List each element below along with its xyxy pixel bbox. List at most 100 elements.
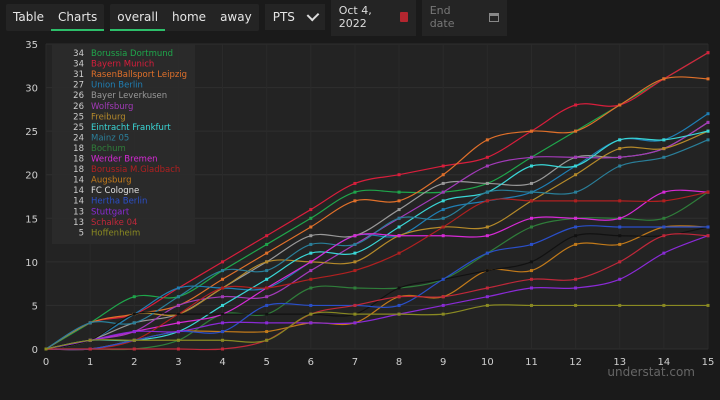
data-point[interactable] <box>662 234 666 238</box>
data-point[interactable] <box>706 234 710 238</box>
data-point[interactable] <box>618 164 622 168</box>
data-point[interactable] <box>441 190 445 194</box>
data-point[interactable] <box>574 242 578 246</box>
series-17[interactable] <box>44 303 710 351</box>
series-line[interactable] <box>45 225 708 351</box>
legend-label[interactable]: Bayern Munich <box>91 60 154 70</box>
data-point[interactable] <box>309 312 313 316</box>
legend-label[interactable]: Hertha Berlin <box>91 197 147 207</box>
data-point[interactable] <box>441 173 445 177</box>
data-point[interactable] <box>353 269 357 273</box>
data-point[interactable] <box>574 277 578 281</box>
data-point[interactable] <box>618 147 622 151</box>
data-point[interactable] <box>706 225 710 229</box>
series-line[interactable] <box>45 304 708 350</box>
legend-label[interactable]: Augsburg <box>91 176 132 186</box>
calendar-icon[interactable] <box>488 12 499 22</box>
series-line[interactable] <box>45 113 709 350</box>
data-point[interactable] <box>574 286 578 290</box>
data-point[interactable] <box>529 199 533 203</box>
start-date-field[interactable]: Oct 4, 2022 <box>330 0 416 36</box>
data-point[interactable] <box>397 173 401 177</box>
data-point[interactable] <box>441 303 445 307</box>
data-point[interactable] <box>309 321 313 325</box>
data-point[interactable] <box>441 234 445 238</box>
data-point[interactable] <box>485 251 489 255</box>
data-point[interactable] <box>353 181 357 185</box>
data-point[interactable] <box>441 199 445 203</box>
data-point[interactable] <box>441 164 445 168</box>
data-point[interactable] <box>618 155 622 159</box>
data-point[interactable] <box>574 155 578 159</box>
data-point[interactable] <box>397 234 401 238</box>
data-point[interactable] <box>88 321 92 325</box>
data-point[interactable] <box>309 216 313 220</box>
data-point[interactable] <box>265 321 269 325</box>
data-point[interactable] <box>529 190 533 194</box>
legend-label[interactable]: Schalke 04 <box>91 218 137 228</box>
data-point[interactable] <box>529 181 533 185</box>
data-point[interactable] <box>662 77 666 81</box>
legend-label[interactable]: Eintracht Frankfurt <box>91 123 171 133</box>
data-point[interactable] <box>574 173 578 177</box>
legend-label[interactable]: Union Berlin <box>91 81 143 91</box>
data-point[interactable] <box>309 234 313 238</box>
data-point[interactable] <box>221 330 225 334</box>
data-point[interactable] <box>397 199 401 203</box>
data-point[interactable] <box>662 251 666 255</box>
data-point[interactable] <box>176 338 180 342</box>
data-point[interactable] <box>662 190 666 194</box>
data-point[interactable] <box>441 225 445 229</box>
legend-label[interactable]: Stuttgart <box>91 207 130 217</box>
data-point[interactable] <box>309 277 313 281</box>
data-point[interactable] <box>353 260 357 264</box>
data-point[interactable] <box>309 269 313 273</box>
data-point[interactable] <box>397 295 401 299</box>
data-point[interactable] <box>265 242 269 246</box>
data-point[interactable] <box>529 164 533 168</box>
data-point[interactable] <box>485 164 489 168</box>
data-point[interactable] <box>397 303 401 307</box>
data-point[interactable] <box>176 330 180 334</box>
series-line[interactable] <box>45 130 709 350</box>
data-point[interactable] <box>265 338 269 342</box>
data-point[interactable] <box>485 234 489 238</box>
data-point[interactable] <box>353 303 357 307</box>
series-line[interactable] <box>45 130 709 350</box>
legend-label[interactable]: Mainz 05 <box>91 133 129 143</box>
data-point[interactable] <box>397 208 401 212</box>
data-point[interactable] <box>309 242 313 246</box>
data-point[interactable] <box>618 260 622 264</box>
data-point[interactable] <box>485 269 489 273</box>
data-point[interactable] <box>529 216 533 220</box>
data-point[interactable] <box>397 190 401 194</box>
data-point[interactable] <box>529 129 533 133</box>
data-point[interactable] <box>706 129 710 133</box>
series-line[interactable] <box>45 226 709 350</box>
data-point[interactable] <box>353 312 357 316</box>
data-point[interactable] <box>221 269 225 273</box>
data-point[interactable] <box>618 234 622 238</box>
data-point[interactable] <box>662 138 666 142</box>
data-point[interactable] <box>574 303 578 307</box>
series-line[interactable] <box>45 52 709 350</box>
data-point[interactable] <box>309 225 313 229</box>
series-line[interactable] <box>45 52 709 350</box>
data-point[interactable] <box>397 216 401 220</box>
data-point[interactable] <box>485 295 489 299</box>
data-point[interactable] <box>485 286 489 290</box>
data-point[interactable] <box>309 303 313 307</box>
data-point[interactable] <box>706 138 710 142</box>
tab-table[interactable]: Table <box>13 9 45 24</box>
data-point[interactable] <box>485 190 489 194</box>
data-point[interactable] <box>309 251 313 255</box>
legend-label[interactable]: Freiburg <box>91 112 126 122</box>
data-point[interactable] <box>353 251 357 255</box>
data-point[interactable] <box>221 321 225 325</box>
data-point[interactable] <box>618 303 622 307</box>
data-point[interactable] <box>176 312 180 316</box>
data-point[interactable] <box>574 129 578 133</box>
data-point[interactable] <box>221 277 225 281</box>
data-point[interactable] <box>309 208 313 212</box>
data-point[interactable] <box>441 216 445 220</box>
